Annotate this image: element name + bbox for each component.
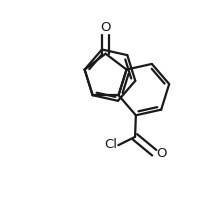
Text: O: O: [156, 147, 167, 160]
Text: Cl: Cl: [104, 138, 117, 151]
Text: O: O: [100, 21, 111, 34]
